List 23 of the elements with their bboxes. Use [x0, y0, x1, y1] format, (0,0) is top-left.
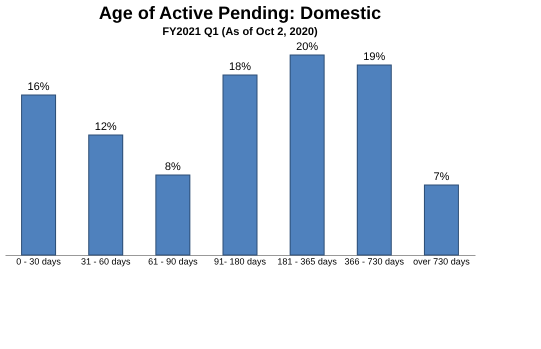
chart-subtitle: FY2021 Q1 (As of Oct 2, 2020) [162, 26, 318, 38]
bar [356, 64, 392, 256]
bar [424, 184, 459, 256]
x-tick-label: 61 - 90 days [148, 256, 198, 266]
bar [222, 74, 258, 256]
x-tick-label: 91- 180 days [214, 256, 267, 266]
bar [21, 94, 56, 256]
x-tick-label: over 730 days [413, 256, 470, 266]
bar [155, 174, 190, 256]
data-label: 16% [28, 81, 50, 93]
data-label: 18% [228, 61, 252, 73]
x-tick-label: 181 - 365 days [277, 256, 338, 266]
chart-title: Age of Active Pending: Domestic [98, 3, 382, 23]
data-label: 8% [164, 161, 182, 173]
x-tick-label: 0 - 30 days [16, 256, 62, 266]
data-label: 19% [363, 51, 386, 63]
x-tick-label: 366 - 730 days [344, 256, 405, 266]
data-label: 12% [94, 121, 117, 133]
x-tick-label: 31 - 60 days [80, 256, 131, 266]
bar [290, 54, 325, 256]
data-label: 20% [296, 41, 318, 53]
bar [88, 134, 124, 256]
data-label: 7% [433, 171, 450, 183]
